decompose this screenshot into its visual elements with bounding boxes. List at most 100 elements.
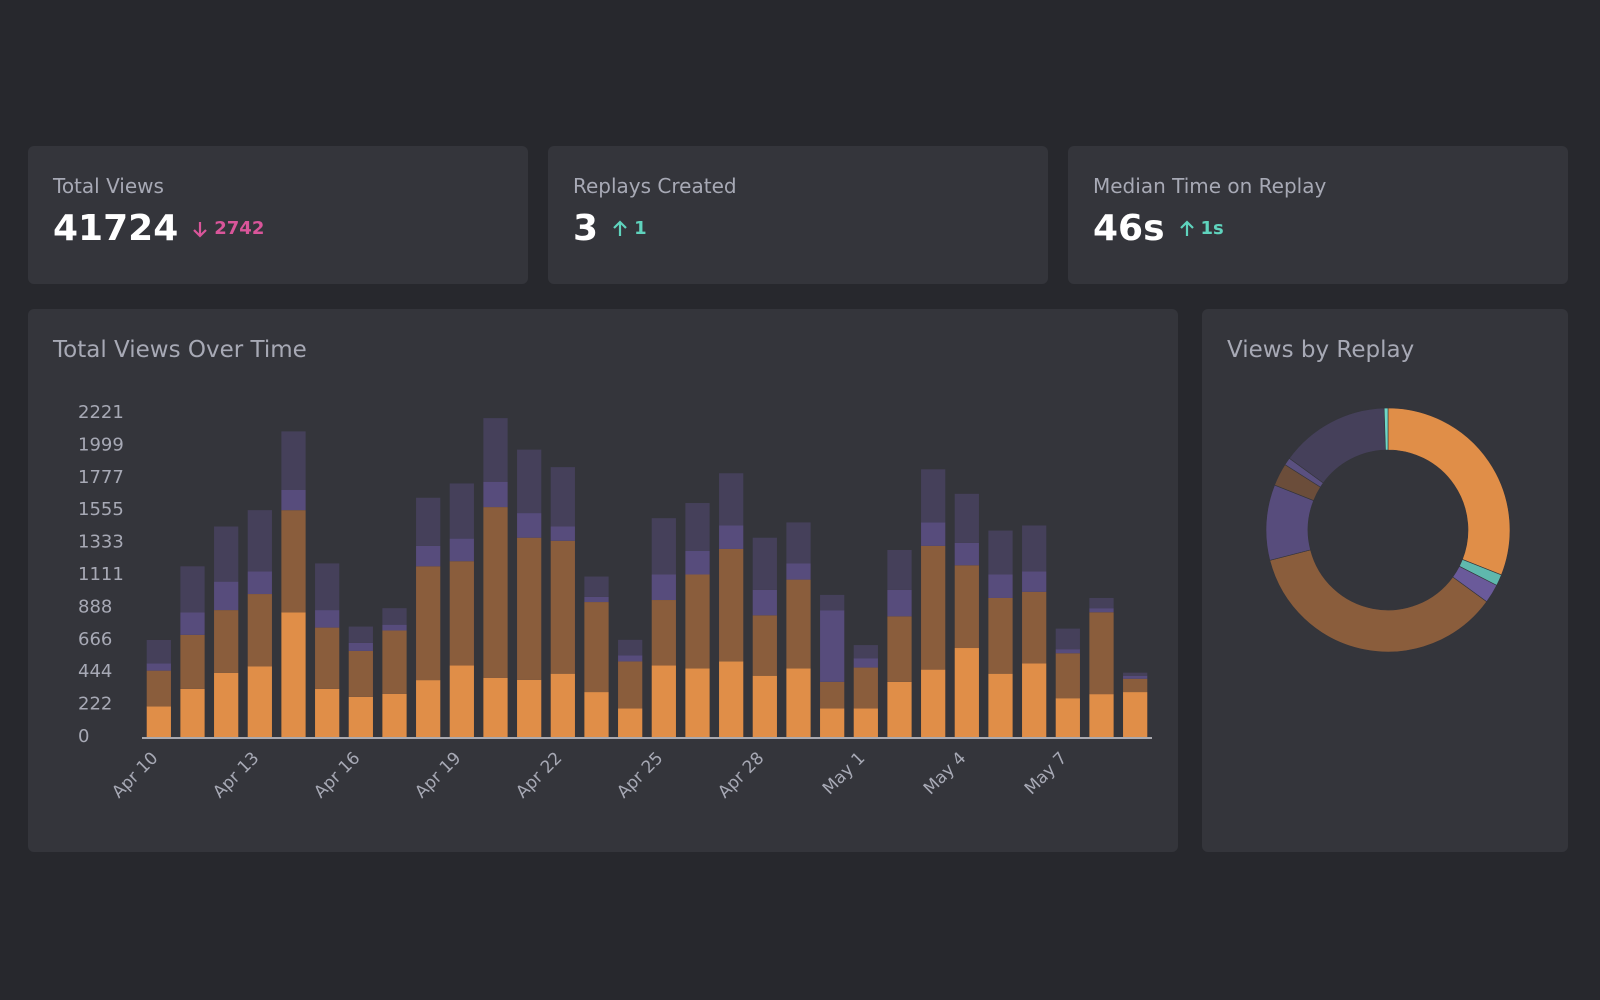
bar-segment xyxy=(719,548,744,662)
bar-segment xyxy=(281,489,306,511)
bar-segment xyxy=(921,545,946,670)
delta-arrow xyxy=(1179,219,1194,236)
bar-segment xyxy=(1055,628,1080,650)
bar-segment xyxy=(1123,692,1148,737)
stat-delta: 1s xyxy=(1179,218,1224,239)
bar-segment xyxy=(348,642,373,651)
x-tick-label: Apr 19 xyxy=(411,748,465,802)
bar-segment xyxy=(146,670,171,707)
bar-segment xyxy=(752,589,777,616)
x-tick-label: Apr 10 xyxy=(108,748,162,802)
bar-segment xyxy=(449,665,474,737)
bar-segment xyxy=(820,594,845,611)
stat-value: 46s 1s xyxy=(1093,208,1224,249)
bar-segment xyxy=(348,626,373,643)
bar-segment xyxy=(517,513,542,538)
bar-segment xyxy=(921,522,946,546)
stat-label: Replays Created xyxy=(573,174,737,198)
bar-segment xyxy=(651,665,676,737)
bar-segment xyxy=(247,571,272,595)
y-tick-label: 222 xyxy=(78,694,112,715)
donut-slice xyxy=(1387,407,1511,576)
bar-segment xyxy=(550,526,575,541)
bar-segment xyxy=(180,688,205,737)
bar-segment xyxy=(584,602,609,693)
bar-segment xyxy=(651,518,676,575)
bar-segment xyxy=(887,681,912,737)
bar-segment xyxy=(146,663,171,671)
stat-label: Median Time on Replay xyxy=(1093,174,1327,198)
stat-label: Total Views xyxy=(53,174,164,198)
bar-segment xyxy=(416,497,441,546)
bar-segment xyxy=(584,576,609,597)
stat-card: Total Views 41724 2742 xyxy=(28,146,528,284)
y-tick-label: 0 xyxy=(78,726,89,747)
bar-segment xyxy=(1123,672,1148,676)
bar-segment xyxy=(550,540,575,674)
bar-segment xyxy=(1022,663,1047,737)
bar-segment xyxy=(651,574,676,601)
bar-segment xyxy=(954,565,979,649)
bar-segment xyxy=(685,551,710,575)
bar-segment xyxy=(921,669,946,737)
bar-segment xyxy=(685,503,710,552)
x-tick-label: Apr 13 xyxy=(209,748,263,802)
bar-segment xyxy=(719,473,744,526)
bar-segment xyxy=(483,677,508,737)
bar-segment xyxy=(382,624,407,631)
chart-title: Total Views Over Time xyxy=(53,337,307,363)
delta-value: 1 xyxy=(634,218,647,239)
bar-segment xyxy=(1022,591,1047,664)
y-tick-label: 888 xyxy=(78,596,112,617)
bar-segment xyxy=(214,610,239,673)
bar-segment xyxy=(820,681,845,709)
stat-card: Replays Created 3 1 xyxy=(548,146,1048,284)
bar-segment xyxy=(1022,525,1047,572)
y-tick-label: 1555 xyxy=(78,499,124,520)
bar-segment xyxy=(719,525,744,549)
bar-segment xyxy=(247,510,272,572)
x-tick-label: May 1 xyxy=(819,748,869,798)
delta-arrow xyxy=(193,221,208,238)
bar-segment xyxy=(449,561,474,666)
bar-segment xyxy=(449,538,474,562)
bar-segment xyxy=(1055,649,1080,654)
bar-segment xyxy=(281,510,306,613)
bar-segment xyxy=(315,627,340,689)
bar-segment xyxy=(550,467,575,527)
y-tick-label: 2221 xyxy=(78,402,124,423)
bar-segment xyxy=(1022,571,1047,592)
bar-segment xyxy=(1055,698,1080,737)
bar-segment xyxy=(281,612,306,737)
bar-segment xyxy=(853,645,878,659)
bar-segment xyxy=(618,639,643,656)
bar-segment xyxy=(146,706,171,737)
donut-title: Views by Replay xyxy=(1227,337,1415,363)
bar-segment xyxy=(820,708,845,737)
bar-segment xyxy=(1123,678,1148,693)
bar-segment xyxy=(719,661,744,737)
bar-segment xyxy=(146,639,171,664)
donut-card: Views by Replay xyxy=(1202,309,1568,852)
x-tick-label: Apr 16 xyxy=(310,748,364,802)
bar-segment xyxy=(550,673,575,737)
bar-segment xyxy=(853,708,878,737)
bar-segment xyxy=(214,581,239,611)
bar-segment xyxy=(887,616,912,682)
x-tick-label: Apr 25 xyxy=(613,748,667,802)
bar-segment xyxy=(786,563,811,580)
bar-segment xyxy=(517,679,542,737)
bar-segment xyxy=(483,418,508,482)
delta-value: 1s xyxy=(1200,218,1224,239)
y-tick-label: 1111 xyxy=(78,564,124,585)
bar-segment xyxy=(449,483,474,539)
bar-segment xyxy=(988,530,1013,575)
bar-segment xyxy=(382,630,407,694)
bar-segment xyxy=(820,610,845,682)
bar-segment xyxy=(416,545,441,567)
bar-segment xyxy=(752,675,777,737)
stat-delta: 2742 xyxy=(192,218,264,239)
